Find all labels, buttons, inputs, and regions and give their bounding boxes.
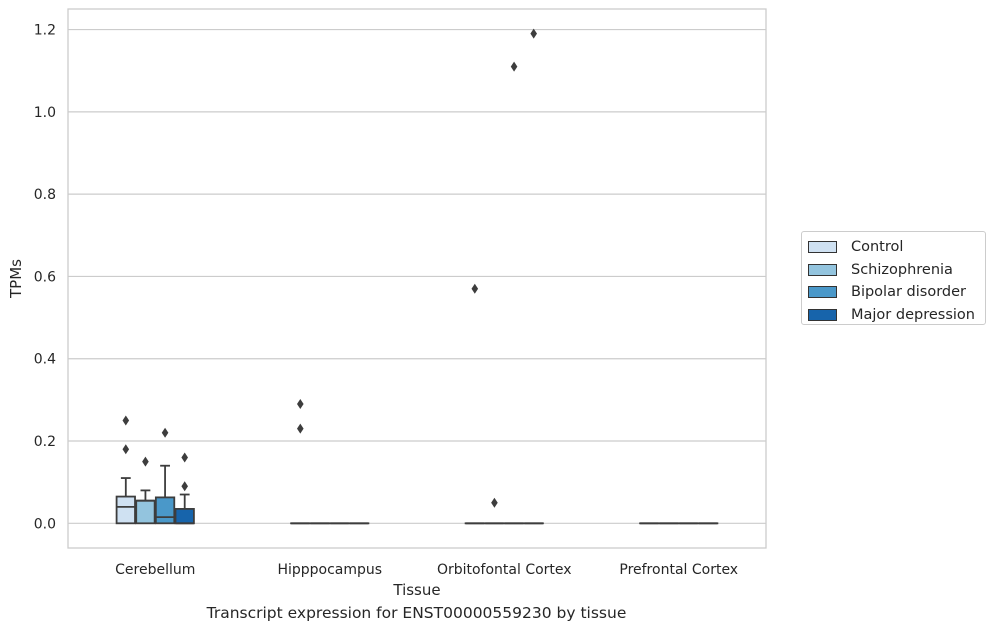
outlier-point — [471, 283, 479, 294]
y-tick-label: 0.6 — [34, 269, 56, 285]
outlier-point — [181, 481, 188, 492]
outlier-point — [530, 28, 537, 39]
box-major-depression — [174, 493, 195, 525]
x-tick-label: Prefrontal Cortex — [619, 562, 738, 578]
legend-swatch — [808, 308, 837, 321]
x-tick-label: Cerebellum — [115, 562, 195, 578]
legend-swatch — [808, 286, 837, 299]
legend-item: Schizophrenia — [808, 259, 985, 282]
outlier-point — [142, 456, 149, 467]
outlier-point — [297, 398, 304, 409]
boxes — [115, 464, 719, 525]
box — [154, 496, 176, 525]
x-tick-labels: Cerebellum Hipppocampus Orbitofontal Corte… — [115, 562, 738, 578]
legend: Control Schizophrenia Bipolar disorder Majo… — [801, 231, 986, 325]
legend-swatch — [808, 263, 837, 276]
outlier-point — [181, 452, 188, 463]
plot-frame — [67, 8, 767, 549]
y-tick-label: 1.0 — [34, 105, 56, 121]
y-tick-labels: 0.0 0.2 0.4 0.6 0.8 1.0 1.2 — [34, 23, 56, 533]
y-axis-label: TPMs — [7, 259, 25, 299]
box — [115, 495, 136, 525]
legend-item: Major depression — [808, 304, 985, 327]
box — [135, 499, 156, 525]
y-tick-label: 0.4 — [34, 352, 56, 368]
y-tick-label: 1.2 — [34, 23, 56, 39]
grid-lines — [68, 28, 766, 524]
y-tick-label: 0.0 — [34, 516, 56, 532]
legend-swatch — [808, 241, 837, 254]
box — [174, 508, 195, 525]
outlier-point — [122, 415, 130, 426]
outlier-point — [491, 497, 498, 508]
box-bipolar-disorder — [154, 464, 176, 525]
outliers — [122, 28, 537, 508]
y-tick-label: 0.2 — [34, 434, 56, 450]
outlier-point — [122, 444, 130, 455]
outlier-point — [161, 427, 169, 438]
box-control — [115, 477, 136, 525]
x-tick-label: Orbitofontal Cortex — [437, 562, 572, 578]
y-tick-label: 0.8 — [34, 187, 56, 203]
x-tick-label: Hipppocampus — [277, 562, 382, 578]
x-axis-label: Tissue — [392, 581, 440, 599]
legend-label: Major depression — [851, 306, 975, 323]
legend-label: Bipolar disorder — [851, 284, 966, 301]
chart-title: Transcript expression for ENST0000055923… — [206, 604, 627, 622]
legend-item: Bipolar disorder — [808, 281, 985, 304]
legend-item: Control — [808, 236, 985, 259]
legend-label: Schizophrenia — [851, 261, 953, 278]
legend-label: Control — [851, 239, 904, 256]
outlier-point — [510, 61, 518, 72]
box-schizophrenia — [135, 489, 156, 525]
outlier-point — [297, 423, 304, 434]
